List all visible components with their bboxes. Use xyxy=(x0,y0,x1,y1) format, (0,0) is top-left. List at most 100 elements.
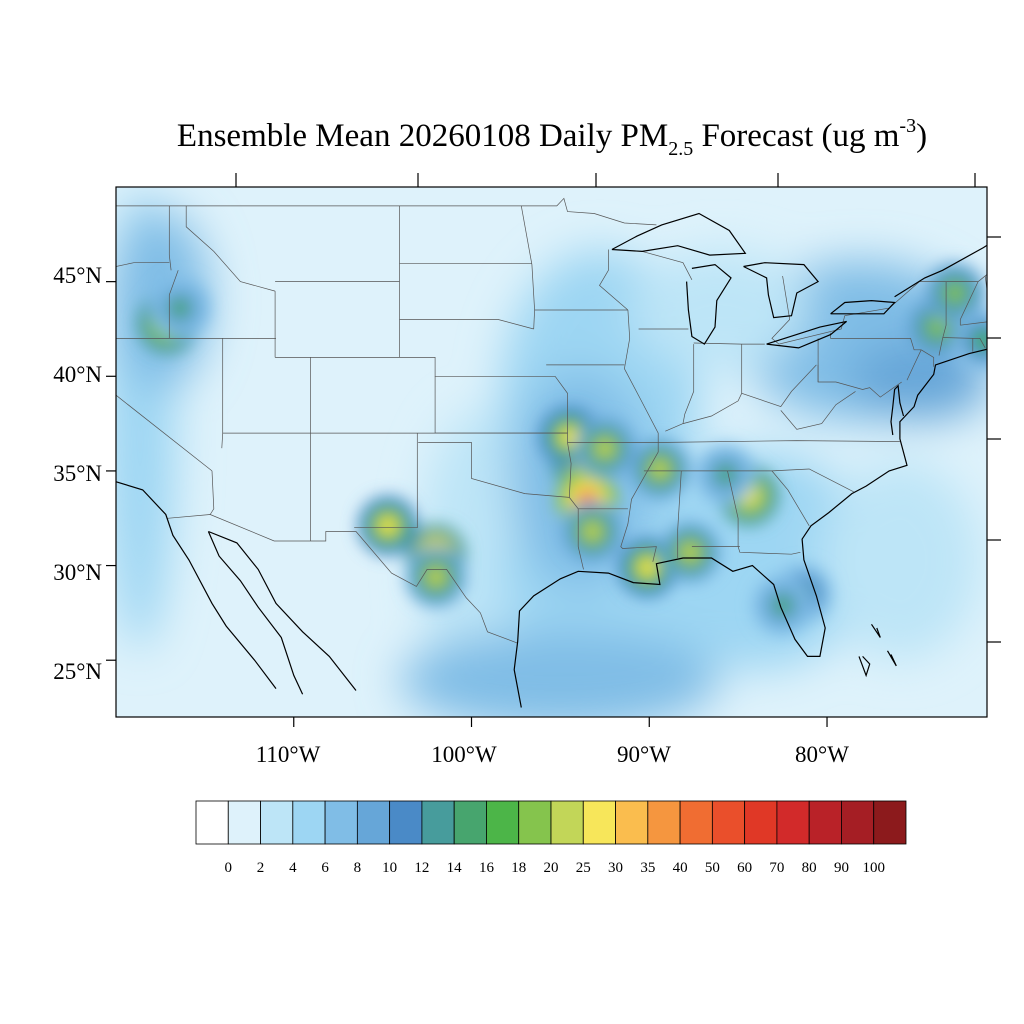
hotspot-4-ring-2 xyxy=(594,438,615,459)
colorbar-box-5 xyxy=(356,800,391,845)
colorbar-label-15: 50 xyxy=(705,860,720,876)
colorbar-box-20 xyxy=(841,800,875,845)
border-ny-vt-ma xyxy=(938,281,947,356)
border-fl-border xyxy=(691,546,801,555)
border-sd-ne xyxy=(399,319,534,330)
border-ga-sc xyxy=(771,470,810,526)
border-ca-nv xyxy=(116,338,213,472)
border-il-in xyxy=(682,344,695,424)
lake-erie xyxy=(766,320,847,349)
colorbar-box-19 xyxy=(808,800,842,845)
colorbar-box-17 xyxy=(744,800,778,845)
border-al-ga xyxy=(727,470,740,547)
colorbar-label-1: 2 xyxy=(257,860,265,876)
colorbar-label-11: 25 xyxy=(576,860,591,876)
colorbar-label-14: 40 xyxy=(673,860,688,876)
border-us-canada-border xyxy=(116,197,657,226)
lat-label-25: 25°N xyxy=(53,659,102,684)
lake-huron xyxy=(743,262,820,319)
colorbar-label-8: 16 xyxy=(479,860,495,876)
colorbar-box-13 xyxy=(615,800,649,845)
hotspot-7-ring-2 xyxy=(425,566,446,587)
hotspot-15-ring-2 xyxy=(945,283,966,303)
lat-label-30: 30°N xyxy=(53,560,102,585)
bahamas-andros xyxy=(858,655,871,678)
border-ky-tn xyxy=(658,440,900,443)
hotspot-11-ring-2 xyxy=(649,459,670,480)
latitude-labels: 45°N 40°N 35°N 30°N 25°N xyxy=(53,263,102,684)
baja-gulf-coast xyxy=(207,531,304,695)
lat-label-45: 45°N xyxy=(53,263,102,288)
hotspot-16-ring-2 xyxy=(973,330,987,351)
colorbar-box-2 xyxy=(260,800,294,845)
border-ny-nj xyxy=(921,349,935,367)
colorbar-label-18: 80 xyxy=(802,860,817,876)
colorbar-box-12 xyxy=(582,800,616,845)
colorbar-label-5: 10 xyxy=(382,860,397,876)
hotspot-8-ring-2 xyxy=(637,557,658,578)
border-vt-nh xyxy=(959,281,979,326)
colorbar-label-2: 4 xyxy=(289,860,297,876)
colorbar-label-13: 35 xyxy=(640,860,655,876)
colorbar-box-0 xyxy=(195,800,229,845)
colorbar-label-17: 70 xyxy=(769,860,784,876)
colorbar-box-3 xyxy=(292,800,326,845)
pacific-coast xyxy=(116,481,277,689)
colorbar-box-10 xyxy=(518,800,552,845)
hotspot-13-ring-2 xyxy=(772,595,793,616)
hotspot-10-ring-2 xyxy=(680,542,701,563)
lon-label-100: 100°W xyxy=(431,742,497,767)
gulf-band xyxy=(400,630,720,717)
lake-ontario xyxy=(830,299,896,315)
border-ma-ct-ri xyxy=(942,337,986,349)
gulf-coast xyxy=(513,348,987,708)
colorbar: 0 2 4 6 8 10 12 14 16 18 20 25 30 35 40 50 60 70 80 90 100 xyxy=(195,800,907,876)
border-or-id xyxy=(168,270,179,339)
hotspot-3-ring-2 xyxy=(582,521,603,542)
puget-sound xyxy=(61,215,73,242)
lake-michigan xyxy=(686,263,732,345)
colorbar-label-12: 30 xyxy=(608,860,623,876)
border-nj-pa xyxy=(906,349,922,381)
border-ohio-river xyxy=(665,364,817,432)
colorbar-label-7: 14 xyxy=(447,860,463,876)
colorbar-label-6: 12 xyxy=(414,860,429,876)
bahamas-abaco xyxy=(871,623,881,638)
st-lawrence xyxy=(894,244,987,298)
colorbar-label-4: 8 xyxy=(354,860,362,876)
colorbar-label-19: 90 xyxy=(834,860,849,876)
border-nh-ma xyxy=(960,321,987,326)
mexico-west-coast xyxy=(208,530,357,691)
colorbar-box-8 xyxy=(453,800,487,845)
great-lakes-band xyxy=(630,250,810,370)
border-id-mt xyxy=(185,205,276,292)
lat-label-35: 35°N xyxy=(53,461,102,486)
border-us-mexico-border xyxy=(167,514,518,644)
pm25-field xyxy=(61,187,987,717)
atlantic-band xyxy=(850,340,987,420)
colorbar-label-9: 18 xyxy=(511,860,526,876)
border-nm-tx xyxy=(354,433,418,529)
lat-label-40: 40°N xyxy=(53,362,102,387)
hotspot-layer xyxy=(137,263,987,636)
border-tn-south xyxy=(643,468,854,493)
state-boundaries xyxy=(116,197,987,644)
longitude-labels: 110°W 100°W 90°W 80°W xyxy=(256,742,850,767)
atlantic-south-band xyxy=(820,460,980,660)
lake-superior xyxy=(611,212,747,256)
hotspot-2-ring-2 xyxy=(559,426,580,447)
hotspot-19-ring-2 xyxy=(715,464,736,485)
hotspot-5-ring-2 xyxy=(377,515,398,536)
border-pa-ny xyxy=(830,332,922,351)
colorbar-label-16: 60 xyxy=(737,860,752,876)
chesapeake xyxy=(890,384,905,436)
border-wi-mn-border xyxy=(599,249,629,311)
lon-label-90: 90°W xyxy=(617,742,671,767)
border-ne-ks-mo xyxy=(554,376,584,570)
colorbar-box-1 xyxy=(227,800,261,845)
colorbar-box-9 xyxy=(486,800,520,845)
tick-marks xyxy=(106,173,1001,727)
border-ok-panhandle xyxy=(418,442,570,498)
colorbar-label-20: 100 xyxy=(862,860,885,876)
